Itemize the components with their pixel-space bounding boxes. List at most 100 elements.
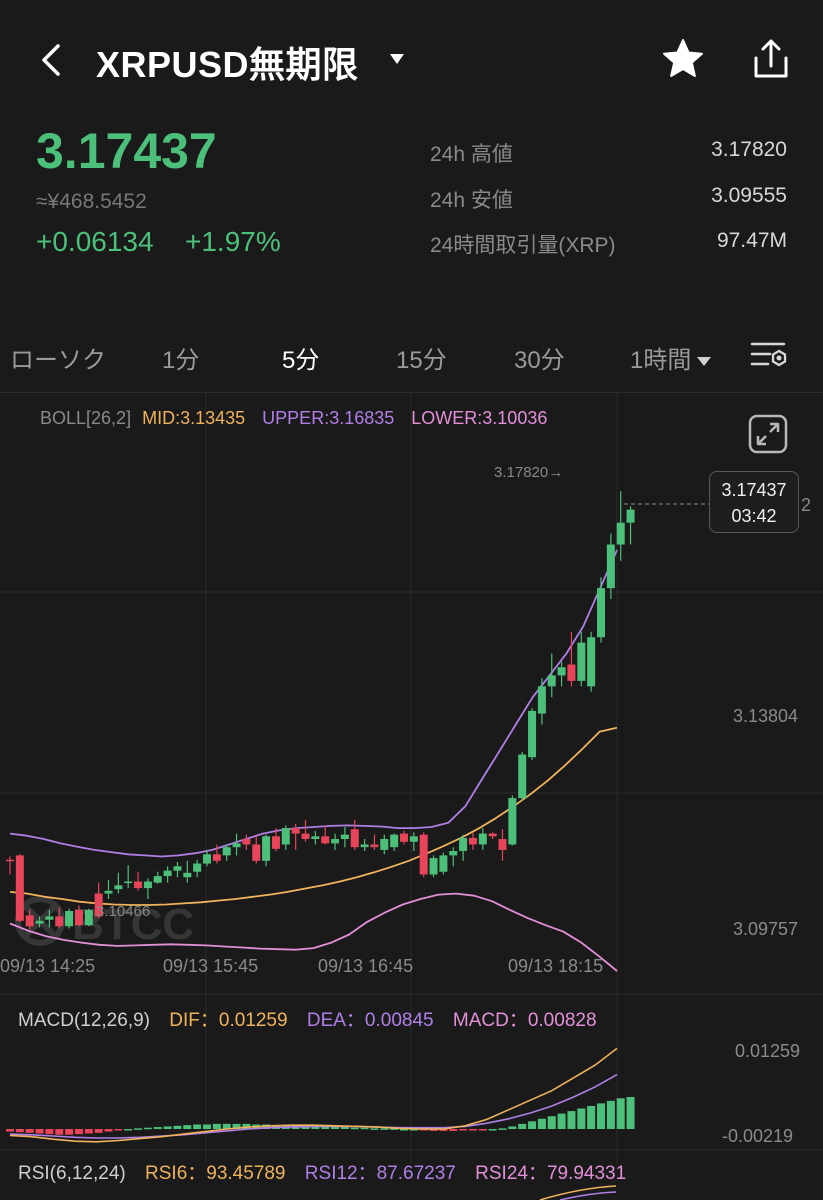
tab-30m[interactable]: 30分 xyxy=(514,347,565,374)
candle-body xyxy=(15,855,24,921)
tab-candles[interactable]: ローソク xyxy=(10,347,106,374)
candle-body xyxy=(134,881,143,889)
macd-histogram-bar xyxy=(163,1126,172,1129)
macd-histogram-bar xyxy=(439,1129,448,1131)
page-title[interactable]: XRPUSD無期限 xyxy=(96,44,359,85)
macd-histogram-bar xyxy=(143,1127,152,1130)
candle-body xyxy=(321,836,330,844)
low-price-marker: 3.10466 xyxy=(96,903,150,920)
candle-body xyxy=(173,866,182,871)
macd-histogram-bar xyxy=(606,1100,615,1129)
chart-grid xyxy=(0,393,823,1163)
candles xyxy=(6,491,635,929)
tab-5m[interactable]: 5分 xyxy=(282,347,320,374)
candle-body xyxy=(331,839,340,844)
price-change-percent: +1.97% xyxy=(185,226,281,257)
candle-body xyxy=(222,847,231,856)
candle-body xyxy=(65,911,74,927)
macd-histogram-bar xyxy=(74,1129,83,1135)
candle-body xyxy=(45,916,54,920)
macd-histogram-bar xyxy=(547,1116,556,1129)
candle-body xyxy=(193,863,202,872)
macd-histogram-bar xyxy=(518,1123,527,1129)
macd-histogram-bar xyxy=(488,1129,497,1131)
candle-body xyxy=(271,836,280,849)
candle-body xyxy=(281,828,290,845)
macd-histogram-bar xyxy=(55,1129,64,1135)
macd-histogram-bar xyxy=(360,1127,369,1130)
candle-body xyxy=(84,909,93,926)
candle-body xyxy=(380,839,389,850)
candle-body xyxy=(498,839,507,850)
favorite-button[interactable] xyxy=(660,36,706,82)
candle-body xyxy=(508,798,517,845)
symbol-dropdown-button[interactable] xyxy=(388,52,406,66)
macd-histogram-bar xyxy=(468,1129,477,1131)
x-axis-label: 09/13 18:15 xyxy=(508,956,604,976)
rsi-indicator-row: RSI(6,12,24) RSI6：93.45789 RSI12：87.6723… xyxy=(18,1158,638,1185)
macd-histogram-bar xyxy=(567,1111,576,1129)
macd-histogram-bar xyxy=(340,1127,349,1129)
x-axis-label: 09/13 16:45 xyxy=(318,956,414,976)
macd-histogram-bar xyxy=(616,1098,625,1129)
macd-histogram-bar xyxy=(577,1108,586,1129)
back-button[interactable] xyxy=(30,38,74,82)
macd-histogram-bar xyxy=(459,1129,468,1131)
star-icon xyxy=(663,39,703,77)
stat-value-24h-high: 3.17820 xyxy=(711,138,787,161)
macd-histogram-bar xyxy=(478,1129,487,1131)
caret-down-icon xyxy=(390,54,404,64)
macd-histogram-bar xyxy=(321,1126,330,1129)
candle-body xyxy=(459,837,468,852)
macd-histogram-bar xyxy=(597,1103,605,1129)
candle-body xyxy=(301,833,310,840)
macd-histogram-bar xyxy=(370,1128,379,1130)
fullscreen-button[interactable] xyxy=(748,414,788,454)
candle-body xyxy=(212,854,221,861)
tab-1h[interactable]: 1時間 xyxy=(630,340,712,375)
tab-1m[interactable]: 1分 xyxy=(162,347,200,374)
right-edge-digit: 2 xyxy=(801,495,811,515)
candle-body xyxy=(232,843,241,848)
candle-body xyxy=(35,920,44,924)
candle-body xyxy=(370,844,379,848)
candle-body xyxy=(537,686,546,714)
candle-body xyxy=(409,836,418,842)
macd-histogram-bar xyxy=(409,1129,418,1131)
tab-1h-label: 1時間 xyxy=(630,347,692,374)
share-button[interactable] xyxy=(748,36,794,82)
candle-body xyxy=(518,754,527,799)
candle-body xyxy=(203,854,211,864)
chart-settings-icon xyxy=(750,342,787,367)
macd-indicator-row: MACD(12,26,9) DIF：0.01259 DEA：0.00845 MA… xyxy=(18,1005,609,1032)
candle-body xyxy=(468,837,477,845)
y-axis-label: 3.09757 xyxy=(733,919,799,939)
tab-15m[interactable]: 15分 xyxy=(396,347,447,374)
candle-body xyxy=(124,881,133,884)
high-price-marker: 3.17820→ xyxy=(494,464,563,481)
candle-body xyxy=(94,893,103,917)
kline-chart[interactable]: BTCC 3.17820→ 3.10466 2 xyxy=(0,393,823,1200)
macd-histogram-bar xyxy=(232,1123,241,1129)
candle-body xyxy=(360,844,369,848)
macd-histogram-bar xyxy=(25,1129,34,1133)
candle-body xyxy=(291,828,300,834)
candle-body xyxy=(429,858,438,875)
y-axis-label: 3.13804 xyxy=(733,706,799,726)
candle-body xyxy=(478,833,487,845)
macd-histogram-bar xyxy=(626,1097,635,1129)
boll-upper-line xyxy=(9,549,618,858)
macd-histogram-bar xyxy=(587,1105,596,1129)
candle-body xyxy=(626,509,635,523)
candle-body xyxy=(577,642,586,681)
macd-histogram-bar xyxy=(84,1129,93,1134)
candle-body xyxy=(104,890,113,894)
candle-body xyxy=(616,522,625,545)
candle-body xyxy=(419,834,428,875)
last-price: 3.17437 xyxy=(36,123,217,179)
macd-histogram-bar xyxy=(212,1123,221,1129)
macd-histogram-bar xyxy=(203,1124,211,1129)
chart-settings-button[interactable] xyxy=(750,338,790,372)
macd-y-label: -0.00219 xyxy=(722,1126,794,1146)
candle-body xyxy=(114,885,123,890)
